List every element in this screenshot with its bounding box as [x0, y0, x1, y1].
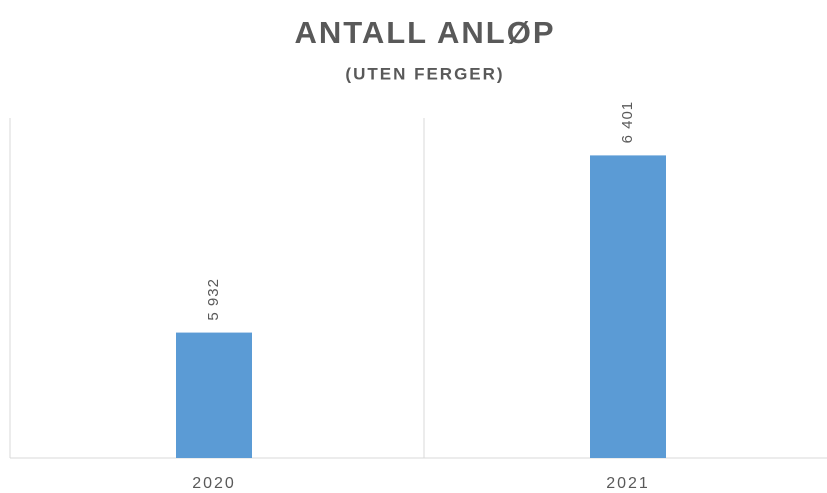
value-label: 5 932 — [205, 278, 222, 321]
bar — [590, 155, 666, 458]
x-tick-label: 2020 — [192, 475, 236, 492]
chart-subtitle: (UTEN FERGER) — [345, 64, 504, 83]
bar — [176, 332, 252, 458]
value-label: 6 401 — [619, 101, 636, 144]
x-tick-label: 2021 — [606, 475, 650, 492]
chart-title: ANTALL ANLØP — [294, 15, 555, 50]
